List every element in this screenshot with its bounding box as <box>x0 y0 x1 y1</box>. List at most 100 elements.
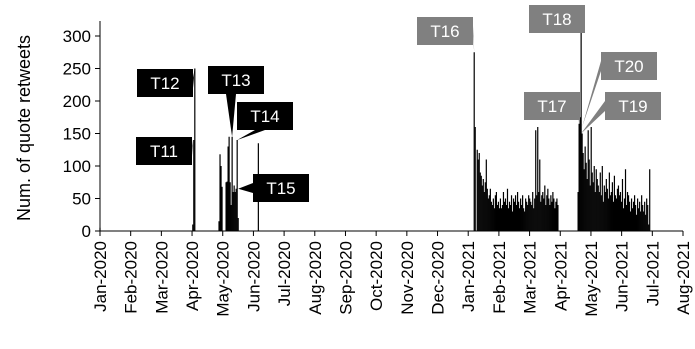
bar <box>637 198 639 231</box>
bar <box>632 201 635 231</box>
bar <box>628 201 631 231</box>
x-tick-label: Mar-2020 <box>152 241 171 314</box>
bar <box>537 127 539 231</box>
bar <box>600 195 602 231</box>
bar <box>549 205 551 231</box>
x-tick-label: Jan-2020 <box>91 241 110 312</box>
bar <box>486 188 488 231</box>
bar <box>494 195 496 231</box>
bar <box>477 159 479 231</box>
callout-label: T19 <box>618 97 647 116</box>
bar <box>231 136 233 231</box>
x-tick-label: Apr-2021 <box>551 241 570 311</box>
bar <box>623 198 626 231</box>
bar <box>232 192 234 231</box>
x-tick-label: Apr-2020 <box>183 241 202 311</box>
bar <box>516 192 519 231</box>
bar <box>525 198 527 231</box>
callout-label: T14 <box>250 107 279 126</box>
bar <box>630 198 633 231</box>
bar <box>482 179 484 231</box>
bar <box>641 195 643 231</box>
x-tick-label: Jun-2020 <box>244 241 263 312</box>
bar <box>596 179 598 231</box>
bar <box>636 214 638 231</box>
x-tick-label: Aug-2021 <box>674 241 693 315</box>
bar <box>192 224 194 231</box>
callout-box <box>601 52 657 80</box>
bar <box>512 198 515 231</box>
callout-pointer <box>238 183 253 193</box>
bar <box>614 195 617 231</box>
bar <box>556 198 558 231</box>
bar <box>540 201 542 231</box>
bar <box>534 198 536 231</box>
y-tick-label: 200 <box>63 92 91 111</box>
bar <box>578 123 580 231</box>
bar <box>493 208 495 231</box>
bar <box>489 188 491 231</box>
bar <box>522 195 524 231</box>
bar <box>608 172 610 231</box>
callout-box <box>529 5 585 33</box>
bar <box>531 205 533 231</box>
bar <box>644 201 646 231</box>
callout-label: T17 <box>537 97 566 116</box>
bar <box>546 195 548 231</box>
bar <box>474 127 476 231</box>
callout-label: T16 <box>430 22 459 41</box>
callout-pointer <box>226 94 236 137</box>
bar <box>495 192 497 231</box>
bar <box>501 205 504 231</box>
bar <box>497 201 500 231</box>
callout-pointer <box>237 130 265 140</box>
bar <box>526 201 528 231</box>
x-tick-label: Mar-2021 <box>521 241 540 314</box>
bar <box>582 153 584 231</box>
bar <box>521 205 523 231</box>
bar <box>607 198 609 231</box>
bar <box>515 205 518 231</box>
bar <box>236 140 238 231</box>
bar <box>606 188 608 231</box>
bar <box>480 175 482 231</box>
bar <box>233 185 235 231</box>
x-tick-label: Feb-2020 <box>122 241 141 314</box>
bar <box>586 179 588 231</box>
bar <box>550 195 552 231</box>
bar <box>642 205 644 231</box>
bar <box>599 172 601 231</box>
bar <box>649 169 651 231</box>
bar <box>555 201 557 231</box>
bar <box>510 195 513 231</box>
x-tick-label: Nov-2020 <box>398 241 417 315</box>
bar <box>634 205 637 231</box>
callout-box <box>253 174 309 202</box>
bar <box>235 188 237 231</box>
bar <box>594 192 596 231</box>
bars-group <box>99 23 651 231</box>
y-tick-label: 300 <box>63 27 91 46</box>
bar <box>535 130 537 231</box>
bar <box>524 211 526 231</box>
bar <box>542 192 544 231</box>
bar <box>488 195 490 231</box>
bar <box>626 192 629 231</box>
callout-pointer <box>192 140 193 156</box>
bar <box>487 198 489 231</box>
bar <box>517 201 520 231</box>
x-tick-label: Sep-2020 <box>336 241 355 315</box>
bar <box>545 205 547 231</box>
bar <box>645 214 647 231</box>
bar <box>541 195 543 231</box>
bar <box>483 192 485 231</box>
bar <box>539 159 541 231</box>
bar <box>479 172 481 231</box>
bar <box>553 198 555 231</box>
bar <box>598 192 600 231</box>
bar <box>577 192 579 231</box>
bar <box>234 192 236 231</box>
bar <box>548 198 550 231</box>
bar <box>619 192 622 231</box>
